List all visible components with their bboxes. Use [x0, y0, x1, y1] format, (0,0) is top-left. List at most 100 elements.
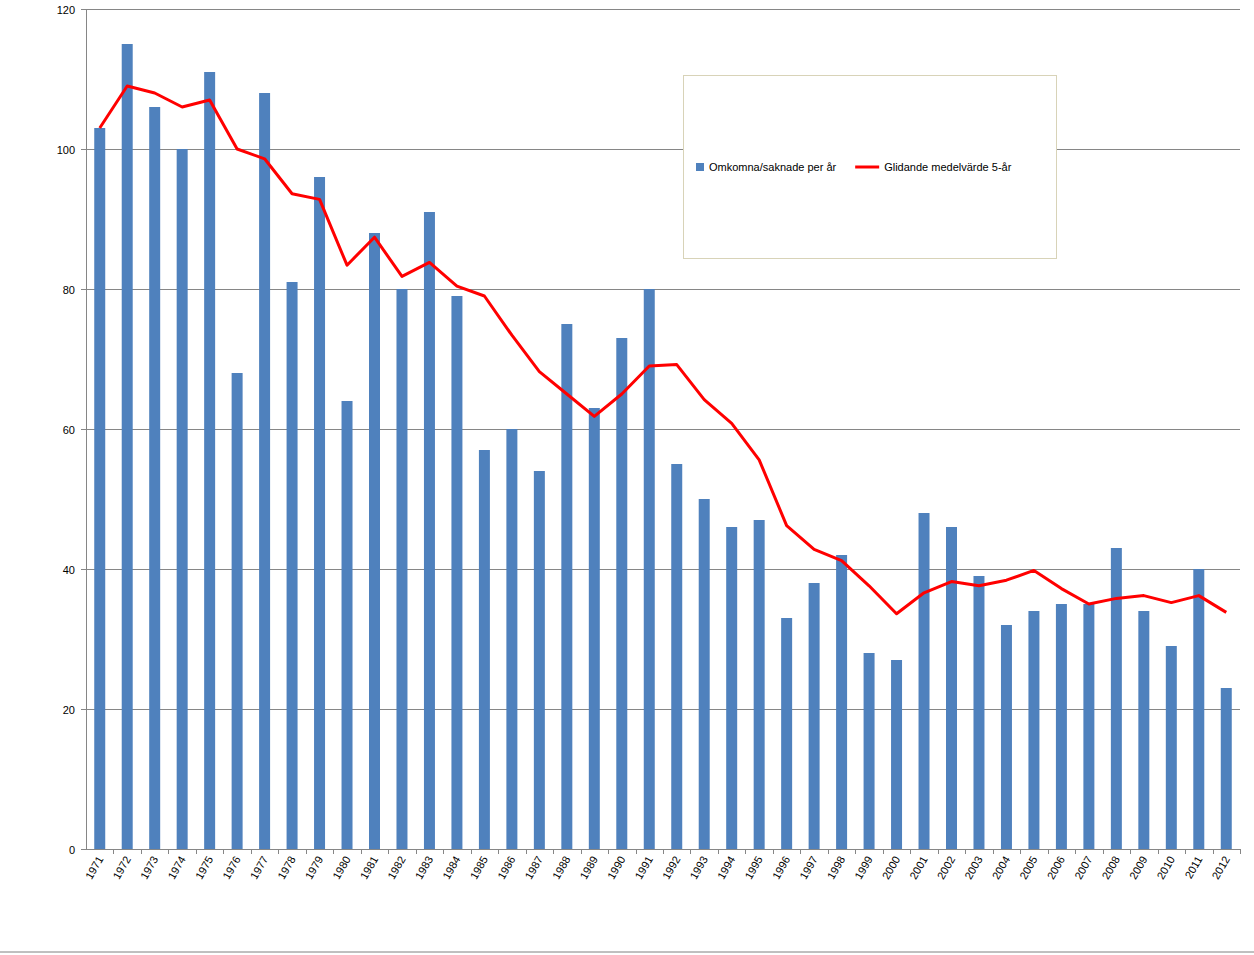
x-tick [938, 849, 939, 854]
x-tick-label: 1989 [577, 854, 600, 881]
legend-box [684, 76, 1057, 259]
x-tick [800, 849, 801, 854]
x-tick [1075, 849, 1076, 854]
grid-line [86, 9, 1240, 10]
x-tick-label: 2012 [1209, 854, 1232, 881]
bar [616, 338, 627, 849]
x-tick-label: 1988 [550, 854, 573, 881]
x-tick [855, 849, 856, 854]
bar [396, 289, 407, 849]
x-tick-label: 1993 [687, 854, 710, 881]
x-tick [333, 849, 334, 854]
y-tick [81, 709, 86, 710]
x-tick-label: 2011 [1182, 854, 1204, 880]
bar [342, 401, 353, 849]
x-tick-label: 1974 [165, 854, 188, 881]
x-tick [498, 849, 499, 854]
x-tick [965, 849, 966, 854]
x-tick-label: 1976 [220, 854, 243, 881]
x-tick-label: 2002 [935, 854, 958, 881]
x-tick-label: 1992 [660, 854, 683, 881]
x-tick [910, 849, 911, 854]
x-tick-label: 1977 [248, 854, 271, 881]
x-tick-label: 2005 [1017, 854, 1040, 881]
bar [561, 324, 572, 849]
bar [754, 520, 765, 849]
x-tick [471, 849, 472, 854]
x-tick [828, 849, 829, 854]
bar [1166, 646, 1177, 849]
bar [726, 527, 737, 849]
line [100, 86, 1227, 614]
outer-frame [0, 952, 1254, 953]
x-tick-label: 2009 [1127, 854, 1150, 881]
bar [94, 128, 105, 849]
x-tick [773, 849, 774, 854]
x-tick-label: 1982 [385, 854, 408, 881]
x-tick [251, 849, 252, 854]
x-tick [1020, 849, 1021, 854]
y-tick-label: 0 [69, 844, 75, 856]
bar [259, 93, 270, 849]
x-tick [745, 849, 746, 854]
bar [973, 576, 984, 849]
bar [644, 289, 655, 849]
x-tick [1185, 849, 1186, 854]
x-tick [1158, 849, 1159, 854]
bar [1028, 611, 1039, 849]
x-tick [608, 849, 609, 854]
y-tick [81, 9, 86, 10]
bar [919, 513, 930, 849]
y-tick-label: 20 [63, 704, 75, 716]
x-tick [141, 849, 142, 854]
bar [946, 527, 957, 849]
chart-root: 0204060801001201971197219731974197519761… [0, 0, 1254, 955]
x-tick-label: 2004 [990, 854, 1013, 881]
bar [451, 296, 462, 849]
bar [1193, 569, 1204, 849]
x-tick [1130, 849, 1131, 854]
x-tick-label: 1984 [440, 854, 463, 881]
x-tick-label: 1995 [742, 854, 765, 881]
x-tick [1048, 849, 1049, 854]
x-tick [526, 849, 527, 854]
bar [1056, 604, 1067, 849]
x-tick-label: 1980 [330, 854, 353, 881]
plot-marks [94, 44, 1232, 849]
x-tick-label: 2010 [1154, 854, 1177, 881]
x-tick-label: 1994 [715, 854, 738, 881]
bar [204, 72, 215, 849]
x-tick-label: 1979 [303, 854, 326, 881]
bar [232, 373, 243, 849]
bar [781, 618, 792, 849]
x-tick-label: 2003 [962, 854, 985, 881]
x-tick [1103, 849, 1104, 854]
x-tick-label: 1990 [605, 854, 628, 881]
bar [424, 212, 435, 849]
x-tick [416, 849, 417, 854]
x-tick [388, 849, 389, 854]
x-tick-label: 1978 [275, 854, 298, 881]
y-tick [81, 149, 86, 150]
bar [1138, 611, 1149, 849]
x-tick [883, 849, 884, 854]
x-tick [553, 849, 554, 854]
x-tick [636, 849, 637, 854]
x-tick-label: 1975 [193, 854, 216, 881]
y-tick [81, 429, 86, 430]
legend-label: Omkomna/saknade per år [709, 161, 837, 173]
bar [671, 464, 682, 849]
x-tick-label: 1998 [825, 854, 848, 881]
x-tick [168, 849, 169, 854]
bar [1083, 604, 1094, 849]
bar [287, 282, 298, 849]
bar [699, 499, 710, 849]
x-tick [1240, 849, 1241, 854]
x-tick-label: 1999 [852, 854, 875, 881]
bar [1001, 625, 1012, 849]
x-tick-label: 1986 [495, 854, 518, 881]
bar [589, 408, 600, 849]
y-tick [81, 569, 86, 570]
x-tick-label: 1996 [770, 854, 793, 881]
y-axis [86, 9, 87, 849]
